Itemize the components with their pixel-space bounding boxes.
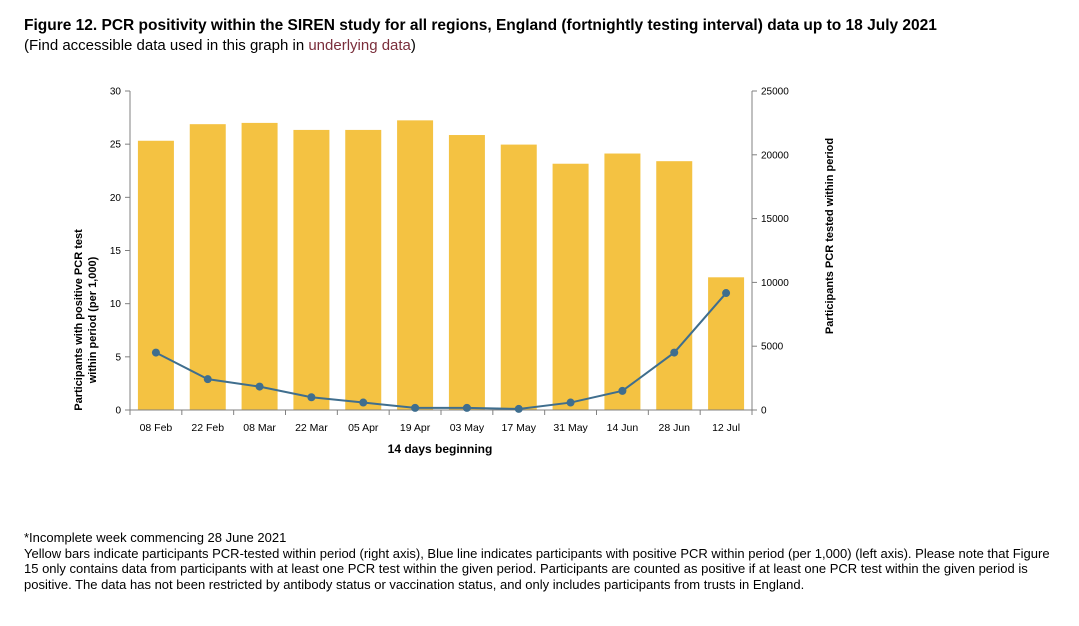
positivity-line (155, 292, 727, 410)
bar-03-may (448, 135, 485, 410)
right-tick-label: 15000 (761, 214, 789, 225)
bar-05-apr (345, 129, 382, 410)
left-tick-label: 15 (110, 246, 122, 257)
bar-31-may (552, 163, 589, 410)
positivity-point-14-jun (618, 386, 627, 395)
right-tick-label: 5000 (761, 342, 784, 353)
x-axis-label: 14 days beginning (388, 442, 493, 456)
bar-19-apr (397, 120, 434, 411)
x-tick-label: 19 Apr (400, 422, 431, 434)
bar-12-jul (708, 277, 745, 410)
notes-description: Yellow bars indicate participants PCR-te… (24, 545, 1050, 592)
subtitle-suffix: ) (410, 37, 416, 54)
left-tick-label: 20 (110, 193, 122, 204)
left-tick-label: 25 (110, 140, 122, 151)
right-tick-label: 0 (761, 406, 767, 417)
left-tick-label: 30 (110, 87, 122, 98)
underlying-data-link[interactable]: underlying data (308, 37, 411, 54)
notes-incomplete-week: *Incomplete week commencing 28 June 2021 (24, 530, 287, 545)
x-tick-label: 31 May (553, 422, 588, 434)
x-tick-label: 22 Feb (191, 422, 224, 434)
bar-28-jun (656, 161, 693, 410)
bar-22-mar (293, 129, 330, 410)
pcr-positivity-chart: 0 5 10 15 20 25 30 0 5000 10000 15000 20000 25000 08 … (73, 87, 836, 457)
right-axis-label: Participants PCR tested within period (824, 138, 836, 334)
right-tick-label: 10000 (761, 278, 789, 289)
positivity-point-22-mar (307, 393, 316, 402)
x-tick-label: 03 May (450, 422, 485, 434)
positivity-point-17-may (514, 404, 523, 413)
x-tick-label: 05 Apr (348, 422, 379, 434)
subtitle-prefix: (Find accessible data used in this graph… (24, 37, 309, 54)
positivity-point-03-may (462, 403, 471, 412)
x-tick-label: 08 Feb (140, 422, 173, 434)
bar-14-jun (604, 153, 641, 411)
positivity-point-08-mar (255, 382, 264, 391)
positivity-point-08-feb (151, 348, 160, 357)
line-layer (151, 289, 731, 413)
x-tick-label: 08 Mar (243, 422, 276, 434)
positivity-point-05-apr (359, 398, 368, 407)
x-tick-label: 14 Jun (607, 422, 639, 434)
bars-layer (137, 120, 745, 411)
left-tick-label: 0 (115, 406, 121, 417)
positivity-point-28-jun (670, 348, 679, 357)
left-axis-label-line2: within period (per 1,000) (87, 256, 99, 384)
x-tick-label: 12 Jul (712, 422, 740, 434)
left-tick-label: 5 (115, 352, 121, 363)
bar-22-feb (189, 124, 226, 410)
left-axis-label: Participants with positive PCR test (73, 229, 85, 411)
bar-08-feb (137, 140, 174, 410)
figure-subtitle: (Find accessible data used in this graph… (24, 37, 416, 54)
figure-notes: *Incomplete week commencing 28 June 2021… (24, 530, 1054, 592)
axes-layer: 0 5 10 15 20 25 30 0 5000 10000 15000 20000 25000 08 … (110, 87, 789, 435)
x-tick-label: 28 Jun (658, 422, 690, 434)
positivity-point-19-apr (411, 403, 420, 412)
positivity-point-12-jul (722, 289, 731, 298)
labels-layer: Participants with positive PCR test with… (73, 138, 836, 456)
figure-title: Figure 12. PCR positivity within the SIR… (24, 17, 937, 34)
right-tick-label: 25000 (761, 87, 789, 98)
bar-17-may (500, 144, 537, 410)
bar-08-mar (241, 122, 278, 411)
positivity-point-22-feb (203, 375, 212, 384)
positivity-point-31-may (566, 398, 575, 407)
right-tick-label: 20000 (761, 150, 789, 161)
left-tick-label: 10 (110, 299, 122, 310)
x-tick-label: 17 May (502, 422, 537, 434)
x-tick-label: 22 Mar (295, 422, 328, 434)
